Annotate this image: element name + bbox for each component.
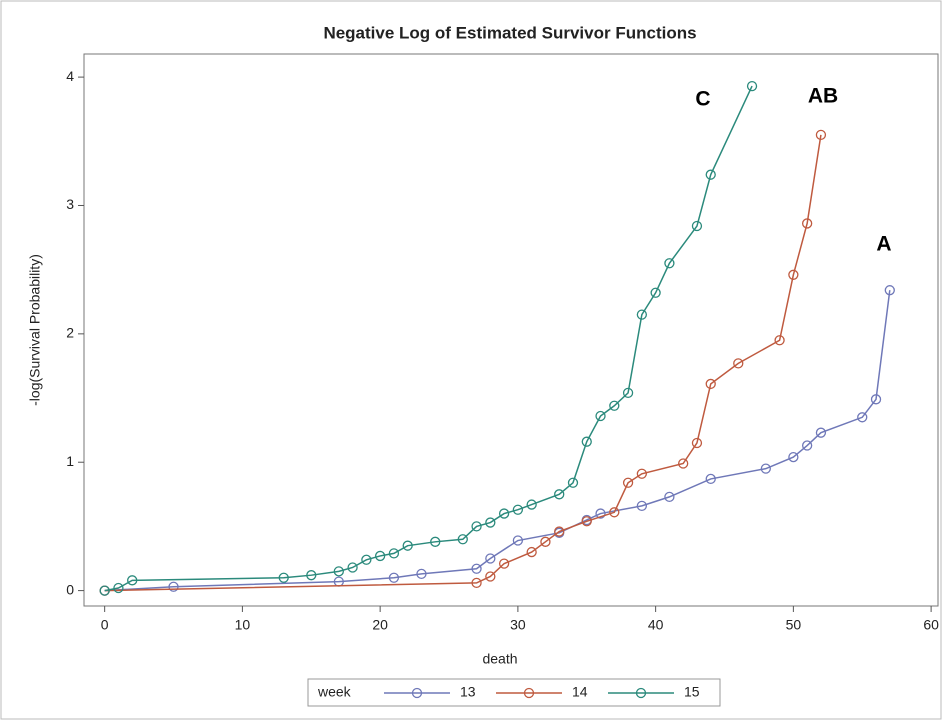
- data-point: [554, 489, 565, 500]
- data-point: [622, 387, 634, 399]
- data-point: [333, 566, 344, 577]
- x-tick-label: 0: [101, 617, 109, 633]
- data-point: [278, 572, 289, 583]
- data-point: [485, 553, 496, 564]
- data-point: [457, 534, 468, 545]
- data-point: [815, 427, 827, 438]
- data-point: [540, 536, 551, 547]
- data-point: [760, 463, 771, 474]
- data-point: [664, 258, 675, 269]
- data-point: [512, 535, 524, 546]
- plot-area: [83, 53, 939, 607]
- data-point: [801, 218, 813, 229]
- data-point: [774, 335, 785, 346]
- y-tick-label: 1: [66, 453, 74, 469]
- data-point: [788, 451, 799, 463]
- annotation: AB: [808, 85, 838, 108]
- y-tick-label: 4: [66, 68, 74, 84]
- data-point: [746, 80, 758, 92]
- data-point: [416, 568, 427, 580]
- y-axis-label: -log(Survival Probability): [27, 254, 43, 406]
- data-point: [388, 548, 400, 559]
- x-axis-label: death: [482, 651, 517, 667]
- data-point: [884, 285, 895, 296]
- annotation: C: [695, 88, 710, 111]
- legend-label: 13: [460, 684, 476, 700]
- data-point: [581, 516, 592, 527]
- data-point: [609, 507, 620, 518]
- data-point: [705, 473, 716, 485]
- legend-marker: [411, 687, 423, 699]
- data-point: [636, 309, 648, 320]
- data-point: [733, 358, 744, 369]
- data-point: [388, 572, 400, 583]
- data-point: [595, 508, 606, 519]
- data-point: [815, 129, 827, 141]
- y-tick-label: 3: [66, 196, 74, 212]
- x-tick-label: 20: [372, 617, 388, 633]
- data-point: [870, 394, 882, 405]
- data-point: [678, 458, 689, 469]
- data-point: [636, 500, 648, 512]
- data-point: [127, 575, 138, 586]
- legend-marker: [635, 687, 647, 699]
- series-line: [104, 134, 822, 592]
- data-point: [430, 536, 441, 547]
- data-point: [306, 570, 317, 581]
- data-point: [471, 521, 482, 532]
- data-point: [402, 540, 413, 551]
- data-point: [857, 412, 868, 423]
- data-point: [526, 499, 537, 510]
- x-tick-label: 60: [923, 617, 939, 633]
- data-point: [636, 468, 648, 479]
- data-point: [801, 440, 813, 451]
- data-point: [554, 526, 565, 537]
- legend-title: week: [317, 684, 352, 700]
- data-point: [581, 436, 592, 447]
- data-point: [498, 558, 510, 569]
- annotation: A: [876, 233, 891, 256]
- data-point: [664, 491, 675, 503]
- data-point: [485, 517, 496, 528]
- x-tick-label: 10: [235, 617, 251, 633]
- data-point: [609, 400, 620, 411]
- legend-marker: [523, 687, 535, 699]
- data-point: [485, 571, 496, 582]
- data-point: [512, 504, 524, 515]
- data-point: [622, 477, 634, 488]
- series-line: [104, 290, 891, 592]
- data-point: [361, 554, 372, 565]
- data-point: [650, 287, 661, 298]
- data-point: [498, 508, 510, 519]
- x-tick-label: 40: [648, 617, 664, 633]
- chart-title: Negative Log of Estimated Survivor Funct…: [323, 23, 696, 42]
- data-point: [526, 546, 537, 558]
- y-tick-label: 2: [66, 325, 74, 341]
- data-point: [788, 269, 799, 280]
- data-point: [471, 577, 482, 589]
- data-point: [99, 585, 110, 596]
- data-point: [168, 581, 179, 592]
- legend-label: 15: [684, 684, 700, 700]
- data-point: [691, 220, 703, 232]
- data-point: [595, 410, 606, 422]
- x-tick-label: 30: [510, 617, 526, 633]
- data-point: [705, 169, 716, 180]
- legend-label: 14: [572, 684, 588, 700]
- data-point: [374, 550, 386, 562]
- data-point: [113, 582, 124, 594]
- data-point: [567, 477, 579, 488]
- data-point: [347, 562, 358, 573]
- data-point: [691, 437, 703, 449]
- data-point: [705, 378, 716, 390]
- x-tick-label: 50: [786, 617, 802, 633]
- y-tick-label: 0: [66, 581, 74, 597]
- data-point: [471, 563, 482, 574]
